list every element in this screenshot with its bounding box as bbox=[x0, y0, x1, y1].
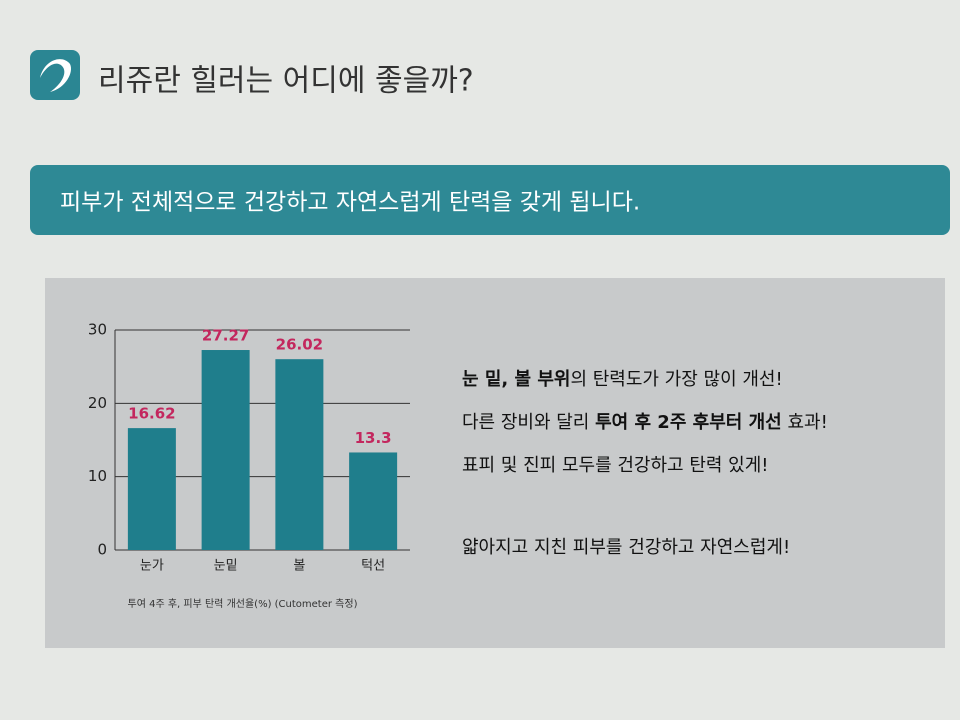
bar bbox=[201, 350, 250, 550]
data-label: 16.62 bbox=[128, 405, 175, 423]
x-tick-label: 눈가 bbox=[140, 559, 164, 574]
point-text: 다른 장비와 달리 투여 후 2주 후부터 개선 효과! bbox=[462, 412, 828, 433]
y-tick-label: 30 bbox=[88, 321, 107, 339]
banner bbox=[30, 165, 950, 235]
x-tick-label: 눈밑 bbox=[214, 559, 238, 574]
chart-caption: 투여 4주 후, 피부 탄력 개선율(%) (Cutometer 측정) bbox=[128, 598, 358, 610]
data-label: 13.3 bbox=[355, 429, 392, 447]
point-segment: 얇아지고 지친 피부를 건강하고 자연스럽게! bbox=[462, 537, 790, 558]
bar bbox=[349, 452, 398, 550]
y-tick-label: 0 bbox=[97, 541, 107, 559]
logo bbox=[30, 50, 80, 100]
banner-text: 피부가 전체적으로 건강하고 자연스럽게 탄력을 갖게 됩니다. bbox=[60, 190, 640, 216]
point-text: 얇아지고 지친 피부를 건강하고 자연스럽게! bbox=[462, 537, 790, 558]
data-label: 26.02 bbox=[276, 336, 323, 354]
data-label: 27.27 bbox=[202, 327, 249, 345]
point-text: 표피 및 진피 모두를 건강하고 탄력 있게! bbox=[462, 455, 769, 476]
point-segment: 눈 밑, 볼 부위 bbox=[462, 369, 570, 390]
bar bbox=[127, 428, 176, 550]
chart: 0 10 20 30 눈가 16.62 눈밑 27.27 볼 26.02 턱선 13.3 투여 4주 후… bbox=[88, 321, 410, 610]
point-segment: 투여 후 2주 후부터 개선 bbox=[595, 412, 782, 433]
bar bbox=[275, 359, 324, 550]
logo-box bbox=[30, 50, 80, 100]
x-tick-label: 볼 bbox=[293, 559, 305, 574]
title: 리쥬란 힐러는 어디에 좋을까? bbox=[98, 64, 474, 99]
point-segment: 다른 장비와 달리 bbox=[462, 412, 595, 433]
y-tick-label: 20 bbox=[88, 394, 107, 412]
points: 눈 밑, 볼 부위의 탄력도가 가장 많이 개선! 다른 장비와 달리 투여 후 … bbox=[462, 369, 828, 558]
x-tick-label: 턱선 bbox=[361, 559, 385, 574]
point-segment: 표피 및 진피 모두를 건강하고 탄력 있게! bbox=[462, 455, 769, 476]
y-tick-label: 10 bbox=[88, 467, 107, 485]
logo-swoosh bbox=[40, 59, 72, 92]
point-segment: 효과! bbox=[782, 412, 828, 433]
panel bbox=[45, 278, 945, 648]
point-segment: 의 탄력도가 가장 많이 개선! bbox=[570, 369, 782, 390]
point-text: 눈 밑, 볼 부위의 탄력도가 가장 많이 개선! bbox=[462, 369, 783, 390]
